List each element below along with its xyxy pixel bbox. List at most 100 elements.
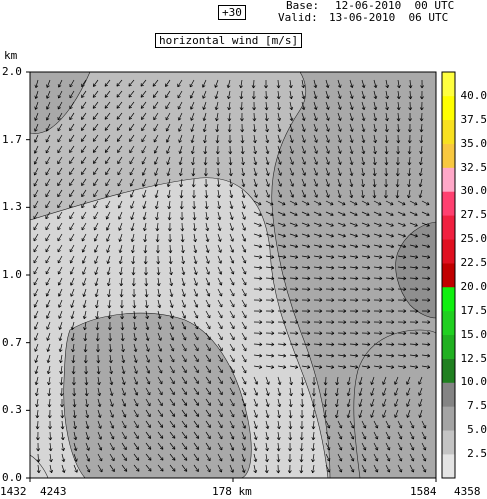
wind-vector (109, 442, 115, 451)
wind-vector-head (154, 172, 158, 176)
wind-vector (421, 255, 430, 258)
wind-vector (229, 244, 234, 253)
wind-vector-head (133, 326, 137, 331)
wind-vector (349, 189, 353, 198)
wind-vector (373, 420, 378, 429)
wind-vector (229, 365, 235, 373)
wind-vector-head (230, 238, 234, 242)
wind-vector (265, 112, 268, 121)
wind-vector (169, 211, 171, 221)
wind-vector-head (69, 105, 73, 110)
wind-vector-head (231, 303, 235, 308)
wind-vector-head (167, 206, 172, 210)
wind-vector-head (342, 201, 346, 206)
wind-vector (312, 442, 315, 451)
wind-vector-head (207, 314, 211, 319)
wind-vector-head (242, 425, 247, 429)
wind-vector (373, 167, 376, 176)
wind-vector (265, 343, 275, 345)
wind-vector (241, 200, 245, 209)
wind-vector (205, 222, 209, 231)
wind-vector (181, 255, 184, 264)
wind-vector-head (426, 233, 430, 238)
wind-vector (193, 255, 197, 264)
wind-vector-head (283, 276, 287, 281)
wind-vector (325, 365, 334, 368)
wind-vector-head (104, 94, 109, 98)
wind-vector (34, 134, 39, 143)
wind-vector-head (105, 193, 109, 198)
wind-vector (47, 343, 51, 352)
wind-vector-head (266, 194, 270, 198)
wind-vector-head (183, 358, 187, 363)
wind-vector-head (82, 271, 86, 275)
wind-vector-head (326, 436, 331, 440)
wind-vector-head (240, 118, 244, 122)
wind-vector-head (193, 271, 198, 275)
wind-vector (265, 354, 274, 357)
wind-vector (46, 288, 51, 297)
wind-vector-head (385, 95, 390, 100)
wind-vector (34, 156, 39, 165)
wind-vector-head (46, 370, 51, 375)
wind-vector-head (342, 365, 347, 369)
wind-vector (118, 200, 123, 209)
wind-vector-head (230, 458, 235, 462)
wind-vector-head (277, 381, 282, 385)
wind-vector (121, 453, 127, 461)
wind-vector-head (346, 414, 351, 418)
wind-vector-head (302, 150, 306, 154)
wind-vector-head (350, 436, 355, 440)
wind-vector (121, 431, 127, 440)
wind-vector (409, 222, 418, 227)
wind-vector-head (335, 382, 340, 386)
wind-vector-head (230, 425, 235, 429)
wind-vector (382, 387, 387, 396)
wind-vector-head (278, 172, 282, 176)
wind-vector-head (110, 414, 114, 418)
wind-vector (93, 211, 99, 220)
wind-vector (157, 398, 163, 406)
wind-vector-head (69, 204, 73, 209)
wind-vector-head (271, 342, 275, 347)
wind-vector-head (153, 150, 158, 154)
wind-vector-head (326, 447, 331, 451)
wind-vector (409, 255, 418, 258)
wind-vector (117, 145, 123, 153)
wind-vector (253, 112, 255, 122)
wind-vector (45, 167, 51, 176)
wind-vector-head (288, 415, 293, 419)
wind-vector (46, 112, 51, 121)
wind-vector-head (252, 107, 257, 111)
wind-vector-head (378, 212, 382, 217)
wind-vector-head (227, 118, 232, 122)
wind-vector-head (131, 283, 136, 287)
wind-vector-head (45, 204, 49, 209)
wind-vector (61, 420, 64, 430)
wind-vector-head (33, 215, 37, 220)
wind-vector-head (253, 139, 257, 144)
wind-vector (385, 145, 388, 155)
wind-vector (397, 464, 402, 473)
wind-vector-head (206, 271, 210, 275)
wind-vector (95, 277, 99, 286)
wind-vector (349, 156, 353, 165)
wind-vector (193, 354, 199, 362)
wind-vector-head (374, 436, 379, 440)
wind-vector-head (160, 468, 164, 472)
wind-vector-head (289, 392, 293, 397)
wind-vector-head (183, 402, 188, 406)
wind-vector-head (312, 393, 316, 397)
wind-vector-head (366, 365, 371, 369)
wind-vector-head (123, 424, 127, 429)
wind-vector-head (374, 469, 379, 473)
wind-vector-head (307, 287, 311, 292)
wind-vector (214, 79, 219, 88)
wind-vector (216, 112, 219, 121)
wind-vector-head (307, 331, 311, 336)
wind-vector-head (145, 326, 150, 331)
wind-vector-head (33, 270, 37, 275)
wind-vector-head (403, 353, 407, 358)
wind-vector (83, 288, 87, 297)
wind-vector-head (131, 249, 135, 254)
